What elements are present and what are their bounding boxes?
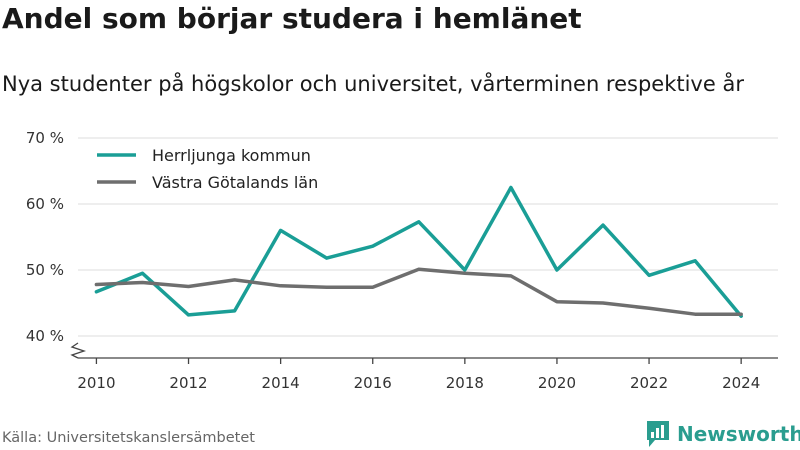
legend-label-1: Herrljunga kommun [152, 146, 311, 165]
legend-box [84, 139, 342, 201]
y-tick-label: 40 % [26, 327, 64, 345]
x-tick-label: 2012 [169, 374, 207, 392]
legend-label-2: Västra Götalands län [152, 173, 318, 192]
bar-chart-badge-icon [647, 421, 669, 447]
x-tick-label: 2020 [538, 374, 576, 392]
x-tick-label: 2010 [77, 374, 115, 392]
axis-break-icon [70, 342, 87, 359]
brand-logo: Newsworthy [645, 420, 800, 448]
brand-name: Newsworthy [677, 422, 800, 446]
series-line-2 [94, 267, 743, 316]
source-note: Källa: Universitetskanslersämbetet [2, 430, 255, 446]
y-tick-label: 50 % [26, 261, 64, 279]
x-tick-label: 2016 [354, 374, 392, 392]
y-tick-label: 70 % [26, 129, 64, 147]
x-tick-label: 2022 [630, 374, 668, 392]
x-tick-label: 2014 [262, 374, 300, 392]
series-line-1 [94, 185, 743, 318]
chart-subtitle: Nya studenter på högskolor och universit… [2, 72, 744, 96]
x-tick-label: 2018 [446, 374, 484, 392]
y-tick-label: 60 % [26, 195, 64, 213]
x-tick-label: 2024 [722, 374, 760, 392]
chart-title: Andel som börjar studera i hemlänet [2, 2, 582, 35]
